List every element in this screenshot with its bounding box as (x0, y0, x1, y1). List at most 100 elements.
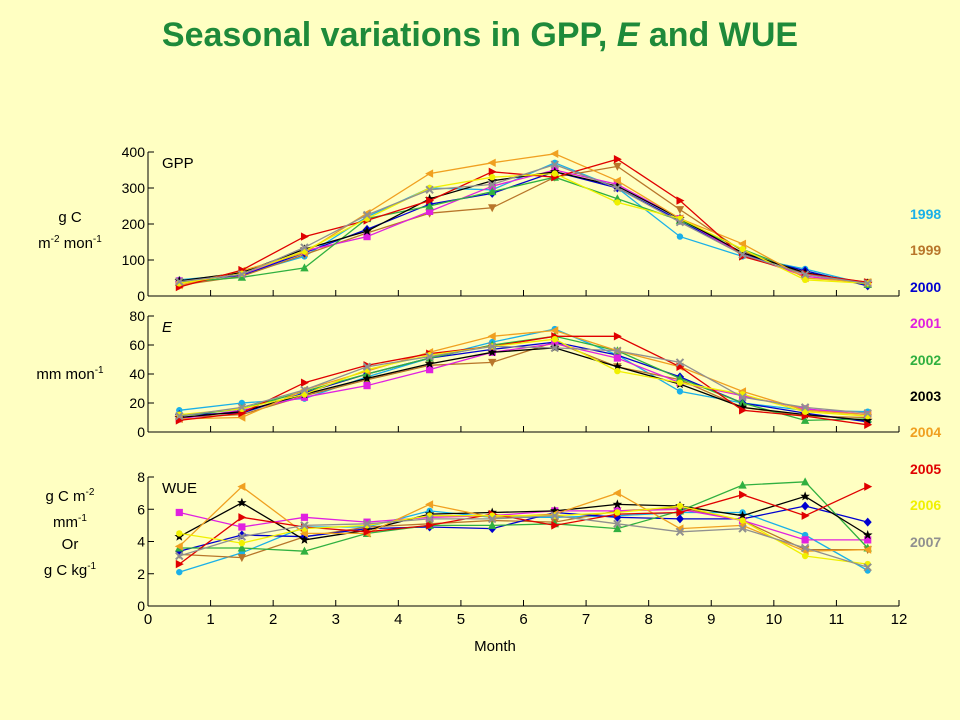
wue-point-2005 (801, 511, 810, 520)
e-point-2001 (613, 354, 621, 362)
e-y-tick-label: 20 (129, 395, 145, 411)
wue-point-2003 (612, 499, 623, 509)
wue-point-2005 (676, 508, 685, 517)
e-y-tick-label: 0 (137, 424, 145, 440)
gpp-point-2005 (300, 232, 309, 241)
wue-point-2006 (739, 517, 746, 524)
e-y-axis-label: mm mon-1 (36, 365, 104, 383)
wue-point-2000 (801, 501, 810, 511)
wue-point-2004 (174, 542, 183, 551)
x-tick-label: 11 (829, 611, 845, 628)
wue-point-2007 (613, 519, 622, 528)
wue-point-2007 (362, 519, 372, 528)
gpp-point-1998 (676, 233, 684, 240)
wue-point-2004 (425, 500, 434, 509)
gpp-point-2006 (801, 276, 809, 283)
wue-point-2002 (738, 480, 747, 489)
chart-title: Seasonal variations in GPP, E and WUE (161, 16, 799, 54)
wue-point-2006 (238, 539, 246, 547)
e-point-2001 (426, 366, 434, 374)
gpp-point-1999 (675, 206, 685, 215)
wue-point-2007 (738, 524, 747, 533)
wue-panel-label: WUE (162, 480, 197, 497)
gpp-point-2007 (800, 270, 810, 279)
e-point-2002 (675, 373, 685, 382)
gpp-series-1998 (179, 162, 868, 286)
gpp-panel-label: GPP (162, 155, 194, 172)
e-point-2004 (487, 332, 496, 341)
wue-point-2002 (300, 546, 309, 555)
gpp-point-2006 (739, 246, 746, 253)
wue-point-2005 (739, 490, 748, 499)
wue-point-2001 (363, 518, 371, 526)
wue-point-2006 (614, 509, 621, 516)
wue-point-2003 (550, 505, 560, 515)
e-point-2004 (550, 326, 559, 335)
e-point-2006 (676, 379, 684, 386)
e-point-2002 (800, 415, 810, 424)
e-point-2005 (613, 332, 622, 341)
x-tick-label: 6 (519, 611, 527, 628)
wue-point-2007 (675, 527, 685, 537)
e-y-tick-label: 40 (129, 366, 145, 382)
legend-item-1999: 1999 (910, 242, 942, 259)
e-series-2001 (179, 342, 868, 420)
gpp-point-2005 (426, 196, 435, 205)
e-point-2007 (613, 346, 622, 356)
legend-item-2007: 2007 (910, 533, 942, 550)
e-series-2002 (179, 335, 868, 422)
gpp-point-2007 (300, 243, 309, 252)
wue-point-2004 (237, 482, 246, 491)
gpp-point-2004 (487, 158, 496, 167)
wue-series-1999 (179, 506, 868, 559)
wue-point-2001 (300, 513, 309, 521)
wue-point-2006 (676, 502, 684, 510)
e-point-2007 (863, 408, 872, 418)
e-point-2006 (551, 336, 558, 343)
legend-item-2002: 2002 (910, 351, 942, 368)
gpp-point-2006 (614, 199, 621, 206)
e-point-2003 (362, 373, 372, 383)
e-point-2003 (612, 361, 623, 371)
e-point-2007 (488, 342, 497, 351)
wue-point-2007 (863, 563, 872, 572)
legend-item-2005: 2005 (910, 460, 942, 477)
gpp-y-axis-label: g C m-2 mon-1 (38, 209, 102, 252)
e-panel-label: E (162, 319, 173, 336)
wue-point-2000 (863, 517, 872, 527)
wue-series-2003 (178, 495, 869, 541)
gpp-point-2001 (488, 182, 496, 190)
e-series-2004 (179, 329, 868, 420)
e-point-2003 (863, 415, 873, 425)
x-tick-label: 0 (144, 611, 152, 628)
wue-point-2002 (488, 520, 497, 529)
e-point-2005 (300, 378, 309, 387)
e-point-2003 (737, 402, 748, 412)
e-point-2007 (738, 392, 747, 402)
wue-series-2002 (179, 481, 869, 552)
gpp-point-1999 (488, 204, 497, 213)
wue-y-axis-label: g C m-2 mm-1 Or g C kg-1 (43, 487, 97, 579)
wue-point-2005 (363, 527, 372, 537)
wue-point-2005 (551, 521, 560, 530)
gpp-point-2002 (488, 187, 497, 196)
wue-point-2005 (864, 482, 873, 491)
e-series-2005 (179, 335, 868, 426)
legend: 1998 1999 2000 2001 2002 2003 2004 2005 2006 2007 (910, 202, 941, 566)
gpp-y-tick-label: 400 (122, 144, 146, 160)
gpp-point-2007 (675, 217, 685, 227)
wue-point-2007 (300, 521, 309, 530)
x-tick-label: 4 (394, 611, 402, 628)
x-tick-label: 3 (332, 611, 340, 628)
gpp-point-2003 (612, 181, 623, 191)
wue-point-2002 (613, 524, 622, 533)
legend-item-2004: 2004 (910, 424, 942, 441)
x-tick-label: 12 (891, 611, 908, 628)
x-axis-label: Month (474, 638, 516, 655)
gpp-point-2007 (488, 180, 497, 189)
e-y-tick-label: 60 (129, 337, 145, 353)
x-tick-label: 9 (707, 611, 715, 628)
gpp-point-2006 (489, 174, 496, 181)
e-series-2007 (179, 345, 868, 417)
